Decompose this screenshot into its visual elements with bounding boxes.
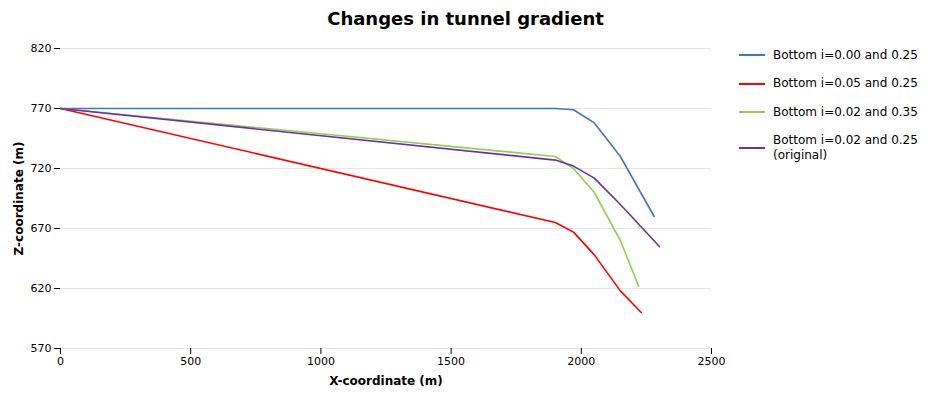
svg-text:620: 620: [31, 282, 52, 295]
svg-text:570: 570: [31, 342, 52, 355]
svg-text:Z-coordinate (m): Z-coordinate (m): [12, 142, 26, 256]
html-text:Bottom i=0.02 and 0.25 (origin: Bottom i=0.02 and 0.25 (original): [773, 133, 918, 162]
svg-text:X-coordinate (m): X-coordinate (m): [329, 374, 443, 388]
html-text:Bottom i=0.00 and 0.25: Bottom i=0.00 and 0.25: [773, 48, 918, 62]
svg-text:1000: 1000: [307, 355, 335, 368]
svg-text:500: 500: [180, 355, 201, 368]
svg-text:0: 0: [57, 355, 64, 368]
svg-text:2000: 2000: [567, 355, 595, 368]
svg-text:1500: 1500: [437, 355, 465, 368]
svg-text:720: 720: [31, 162, 52, 175]
svg-text:670: 670: [31, 222, 52, 235]
html-text:Bottom i=0.02 and 0.35: Bottom i=0.02 and 0.35: [773, 104, 918, 119]
svg-text:770: 770: [31, 102, 52, 115]
svg-text:2500: 2500: [698, 355, 726, 368]
svg-text:820: 820: [31, 42, 52, 55]
html-text:Changes in tunnel gradient: Changes in tunnel gradient: [327, 8, 604, 29]
html-text:Bottom i=0.05 and 0.25: Bottom i=0.05 and 0.25: [773, 76, 918, 91]
